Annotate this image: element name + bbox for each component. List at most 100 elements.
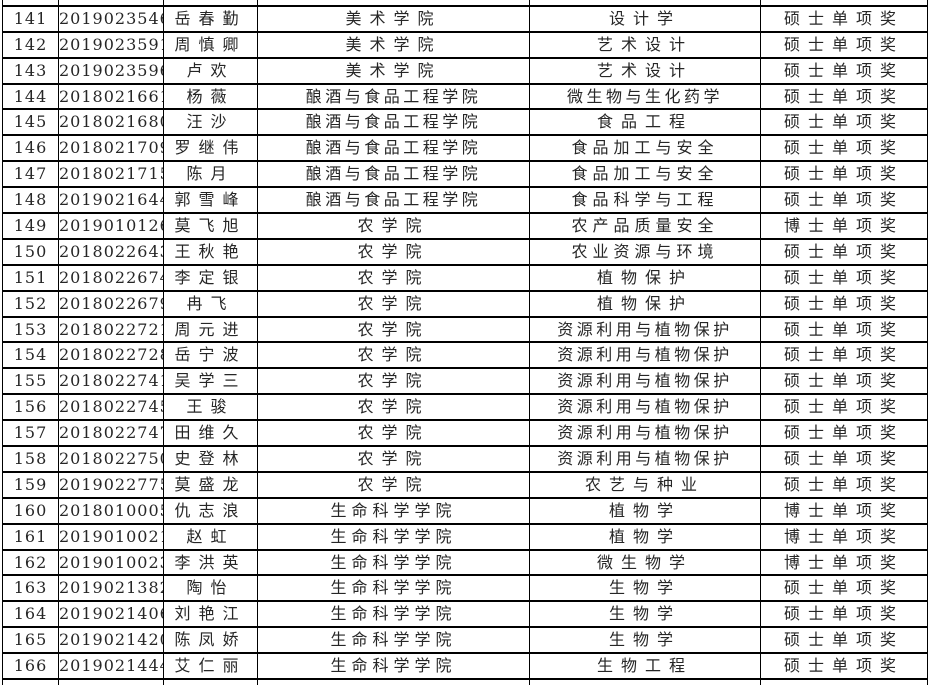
- award-cell: 博士单项奖: [761, 214, 928, 240]
- name-cell: 周慎卿: [164, 32, 258, 59]
- row-number-cell: 166: [3, 654, 59, 681]
- row-number-cell: 151: [3, 265, 59, 292]
- name-cell: 王骏: [164, 395, 258, 422]
- row-number-cell: 153: [3, 317, 59, 344]
- college-cell: [258, 680, 530, 685]
- student-id-cell: 2018022643: [59, 239, 164, 266]
- name-cell: 岳宁波: [164, 343, 258, 370]
- table-row: 148 2019021644 郭雪峰 酿酒与食品工程学院 食品科学与工程 硕士单…: [3, 188, 928, 215]
- major-cell: 资源利用与植物保护: [530, 369, 761, 396]
- student-id-cell: 2019010126: [59, 214, 164, 240]
- row-number-cell: 145: [3, 110, 59, 137]
- table-row: 145 2018021680 汪沙 酿酒与食品工程学院 食品工程 硕士单项奖: [3, 110, 928, 137]
- name-cell: 吴学三: [164, 369, 258, 396]
- college-cell: 生命科学学院: [258, 576, 530, 603]
- student-id-cell: 2018022721: [59, 317, 164, 344]
- college-cell: 酿酒与食品工程学院: [258, 136, 530, 163]
- major-cell: 资源利用与植物保护: [530, 317, 761, 344]
- name-cell: 艾仁丽: [164, 654, 258, 681]
- college-cell: 农学院: [258, 421, 530, 448]
- major-cell: 农产品质量安全: [530, 214, 761, 240]
- table-row: 157 2018022747 田维久 农学院 资源利用与植物保护 硕士单项奖: [3, 421, 928, 448]
- student-id-cell: 2018021709: [59, 136, 164, 163]
- student-id-cell: 2018022741: [59, 369, 164, 396]
- row-number-cell: 163: [3, 576, 59, 603]
- major-cell: 微生物与生化药学: [530, 84, 761, 111]
- college-cell: 酿酒与食品工程学院: [258, 188, 530, 215]
- table-row: 143 2019023596 卢欢 美术学院 艺术设计 硕士单项奖: [3, 58, 928, 85]
- award-cell: 硕士单项奖: [761, 421, 928, 448]
- major-cell: 食品科学与工程: [530, 188, 761, 215]
- name-cell: 李定银: [164, 265, 258, 292]
- student-id-cell: 2018022745: [59, 395, 164, 422]
- name-cell: 杨薇: [164, 84, 258, 111]
- major-cell: 农艺与种业: [530, 472, 761, 499]
- student-id-cell: 2019021420: [59, 628, 164, 655]
- award-cell: 硕士单项奖: [761, 110, 928, 137]
- award-cell: 硕士单项奖: [761, 188, 928, 215]
- records-tbody: 141 2019023546 岳春勤 美术学院 设计学 硕士单项奖 142 20…: [3, 0, 928, 685]
- student-id-cell: 2018021680: [59, 110, 164, 137]
- award-cell: [761, 0, 928, 7]
- row-number-cell: 149: [3, 214, 59, 240]
- row-number-cell: 141: [3, 6, 59, 33]
- name-cell: 莫盛龙: [164, 472, 258, 499]
- table-row: 158 2018022750 史登林 农学院 资源利用与植物保护 硕士单项奖: [3, 447, 928, 473]
- student-id-cell: 2018021661: [59, 84, 164, 111]
- major-cell: 资源利用与植物保护: [530, 395, 761, 422]
- college-cell: 酿酒与食品工程学院: [258, 84, 530, 111]
- table-row: 166 2019021444 艾仁丽 生命科学学院 生物工程 硕士单项奖: [3, 654, 928, 681]
- major-cell: 设计学: [530, 6, 761, 33]
- major-cell: 生物学: [530, 602, 761, 629]
- row-number-cell: 155: [3, 369, 59, 396]
- table-row: 150 2018022643 王秋艳 农学院 农业资源与环境 硕士单项奖: [3, 239, 928, 266]
- major-cell: 艺术设计: [530, 58, 761, 85]
- award-cell: 硕士单项奖: [761, 265, 928, 292]
- college-cell: 农学院: [258, 265, 530, 292]
- major-cell: 生物学: [530, 576, 761, 603]
- name-cell: [164, 0, 258, 7]
- major-cell: [530, 680, 761, 685]
- row-number-cell: 152: [3, 291, 59, 318]
- student-id-cell: 2018022728: [59, 343, 164, 370]
- college-cell: [258, 0, 530, 7]
- student-id-cell: 2018022674: [59, 265, 164, 292]
- student-id-cell: 2018010005: [59, 498, 164, 525]
- table-row: 152 2018022679 冉飞 农学院 植物保护 硕士单项奖: [3, 291, 928, 318]
- student-id-cell: 2019021444: [59, 654, 164, 681]
- award-cell: 硕士单项奖: [761, 291, 928, 318]
- college-cell: 美术学院: [258, 6, 530, 33]
- row-number-cell: 150: [3, 239, 59, 266]
- row-number-cell: [3, 680, 59, 685]
- table-row: 159 2019022775 莫盛龙 农学院 农艺与种业 硕士单项奖: [3, 472, 928, 499]
- name-cell: 罗继伟: [164, 136, 258, 163]
- name-cell: 赵虹: [164, 524, 258, 551]
- table-row: 146 2018021709 罗继伟 酿酒与食品工程学院 食品加工与安全 硕士单…: [3, 136, 928, 163]
- table-row: 147 2018021715 陈月 酿酒与食品工程学院 食品加工与安全 硕士单项…: [3, 162, 928, 189]
- award-cell: 硕士单项奖: [761, 32, 928, 59]
- student-id-cell: 2018021715: [59, 162, 164, 189]
- award-cell: 硕士单项奖: [761, 369, 928, 396]
- college-cell: 农学院: [258, 447, 530, 473]
- table-row: 165 2019021420 陈凤娇 生命科学学院 生物学 硕士单项奖: [3, 628, 928, 655]
- table-row: 144 2018021661 杨薇 酿酒与食品工程学院 微生物与生化药学 硕士单…: [3, 84, 928, 111]
- college-cell: 农学院: [258, 214, 530, 240]
- name-cell: 刘艳江: [164, 602, 258, 629]
- student-id-cell: 2019021406: [59, 602, 164, 629]
- name-cell: 王秋艳: [164, 239, 258, 266]
- row-number-cell: 154: [3, 343, 59, 370]
- row-number-cell: [3, 0, 59, 7]
- college-cell: 生命科学学院: [258, 498, 530, 525]
- major-cell: 植物学: [530, 498, 761, 525]
- row-number-cell: 162: [3, 550, 59, 577]
- table-row: 155 2018022741 吴学三 农学院 资源利用与植物保护 硕士单项奖: [3, 369, 928, 396]
- award-cell: [761, 680, 928, 685]
- row-number-cell: 143: [3, 58, 59, 85]
- award-cell: 硕士单项奖: [761, 654, 928, 681]
- award-cell: 硕士单项奖: [761, 576, 928, 603]
- college-cell: 农学院: [258, 343, 530, 370]
- student-id-cell: 2018022747: [59, 421, 164, 448]
- award-cell: 硕士单项奖: [761, 136, 928, 163]
- college-cell: 农学院: [258, 239, 530, 266]
- name-cell: 陈月: [164, 162, 258, 189]
